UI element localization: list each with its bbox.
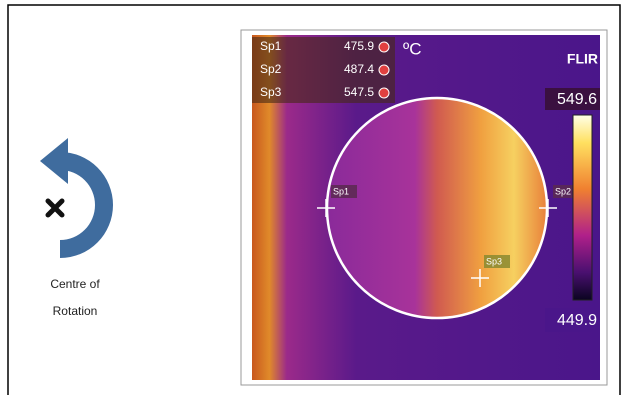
rotation-arrowhead (40, 138, 68, 184)
spot-tag (484, 255, 510, 268)
spot-remove (378, 87, 390, 99)
spot-tag-label: Sp2 (555, 186, 571, 196)
scale-max-box (545, 88, 600, 110)
scale-min: 449.9 (557, 312, 597, 329)
unit: ºC (403, 39, 422, 58)
spot-value: 547.5 (344, 85, 374, 99)
spot-value: 475.9 (344, 39, 374, 53)
scale-max: 549.6 (557, 91, 597, 108)
spot-tag-label: Sp1 (333, 186, 349, 196)
frame (7, 4, 621, 395)
rotation-label: Centre of (50, 277, 100, 291)
centre-mark (45, 198, 65, 218)
spot-remove (378, 41, 390, 53)
crosshair (317, 199, 335, 217)
crosshair (471, 269, 489, 287)
spot-tag (331, 185, 357, 198)
spot-value: 487.4 (344, 62, 374, 76)
crosshair (539, 199, 557, 217)
logo: FLIR (567, 51, 598, 67)
rotation-label: Rotation (53, 304, 98, 318)
spot-remove (378, 64, 390, 76)
spot-name: Sp3 (260, 85, 282, 99)
color-bar (572, 114, 593, 301)
spot-name: Sp1 (260, 39, 282, 53)
spot-name: Sp2 (260, 62, 282, 76)
thermal-disc (325, 96, 549, 320)
scale-min-box (545, 308, 600, 332)
rotation-arc (60, 152, 113, 258)
spot-table (252, 37, 395, 103)
spot-tag-label: Sp3 (486, 256, 502, 266)
